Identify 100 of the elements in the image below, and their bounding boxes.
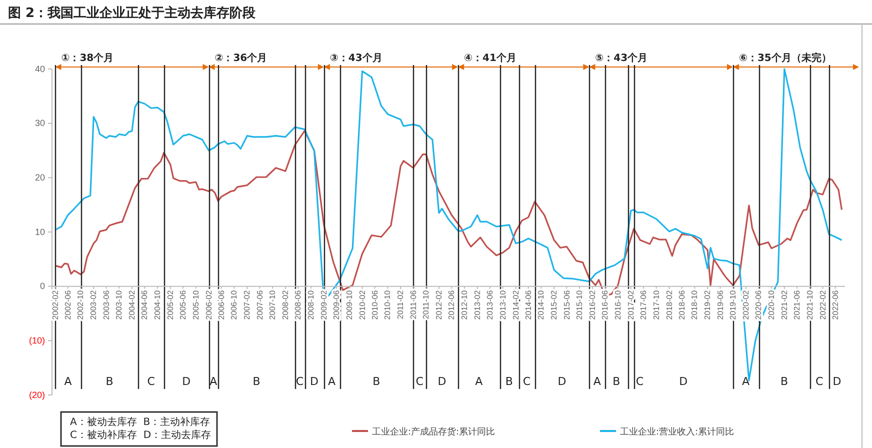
x-tick-label: 2008-06 (294, 290, 303, 320)
annotation: B (505, 375, 513, 388)
x-tick-label: 2003-02 (89, 290, 98, 320)
annotation: A (328, 375, 336, 388)
y-tick-label: (10) (28, 336, 45, 346)
x-tick-label: 2009-02 (319, 290, 328, 320)
x-tick-label: 2007-10 (268, 290, 278, 320)
x-tick-label: 2020-10 (767, 290, 776, 320)
annotation: A (593, 375, 602, 388)
x-tick-label: 2010-02 (358, 290, 367, 320)
x-tick-label: 2022-02 (818, 290, 828, 320)
annotation: A (64, 375, 72, 388)
y-tick-label: 30 (34, 118, 45, 128)
x-tick-label: 2013-06 (486, 290, 495, 320)
annotation: D (310, 375, 318, 388)
x-tick-label: 2016-06 (600, 290, 610, 320)
x-tick-label: 2006-02 (204, 290, 214, 320)
x-tick-label: 2013-02 (472, 290, 482, 320)
text: C：被动补库存 D：主动去库存 (70, 429, 212, 441)
x-tick-label: 2020-06 (754, 290, 764, 320)
x-tick-label: 2011-06 (408, 290, 418, 320)
x-tick-label: 2016-10 (614, 290, 623, 320)
legend-label: 工业企业:产成品存货:累计同比 (372, 426, 496, 438)
x-tick-label: 2008-02 (281, 290, 290, 320)
annotation: C (636, 375, 644, 388)
x-tick-label: 2002-02 (50, 290, 60, 320)
x-tick-label: 2020-02 (741, 290, 750, 320)
annotation: D (182, 375, 191, 388)
annotation: D (558, 375, 566, 388)
annotation: B (780, 375, 788, 388)
x-tick-label: 2008-10 (306, 290, 316, 320)
y-tick-label: 0 (40, 281, 45, 292)
x-tick-label: 2004-10 (153, 290, 162, 320)
x-tick-label: 2011-02 (396, 290, 406, 320)
ref-line-label: ③：43个月 (330, 52, 382, 64)
annotation: D (679, 375, 688, 388)
annotation: C (816, 375, 824, 388)
x-tick-label: 2007-02 (242, 290, 252, 320)
y-tick-label: (20) (28, 390, 45, 400)
ref-line-label: ⑥：35个月（未完） (739, 52, 832, 64)
x-tick-label: 2012-02 (434, 290, 444, 320)
x-tick-label: 2017-10 (652, 290, 661, 320)
annotation: B (612, 375, 620, 388)
ref-line-label: ⑤：43个月 (595, 52, 648, 64)
y-tick-label: 40 (34, 64, 45, 74)
legend-label: 工业企业:营业收入:累计同比 (620, 426, 734, 438)
annotation: D (438, 375, 446, 388)
x-tick-label: 2015-10 (575, 290, 584, 320)
x-tick-label: 2005-10 (191, 290, 200, 320)
x-tick-label: 2014-02 (511, 290, 520, 320)
y-tick-label: 10 (34, 226, 45, 237)
x-tick-label: 2018-02 (664, 290, 674, 320)
x-tick-label: 2019-02 (703, 290, 712, 320)
text: A：被动去库存 B：主动补库存 (70, 416, 210, 428)
x-tick-label: 2017-02 (626, 290, 636, 320)
x-tick-label: 2003-10 (114, 290, 124, 320)
y-tick-label: 20 (34, 172, 45, 183)
x-tick-label: 2019-06 (716, 290, 725, 320)
x-tick-label: 2005-06 (178, 290, 188, 320)
annotation: A (742, 375, 750, 388)
x-tick-label: 2010-10 (383, 290, 392, 320)
x-tick-label: 2015-06 (562, 290, 572, 320)
x-tick-label: 2005-02 (166, 290, 175, 320)
x-tick-label: 2006-10 (230, 290, 239, 320)
x-tick-label: 2022-06 (830, 290, 840, 320)
x-tick-label: 2010-06 (370, 290, 380, 320)
x-tick-label: 2018-10 (690, 290, 700, 320)
annotation: C (522, 375, 531, 388)
x-tick-label: 2002-10 (76, 290, 86, 320)
annotation: A (475, 375, 484, 388)
ref-line-label: ②：36个月 (214, 52, 268, 64)
x-tick-label: 2015-02 (550, 290, 559, 320)
annotation: C (416, 375, 424, 388)
x-tick-label: 2021-02 (780, 290, 789, 320)
x-tick-label: 2006-06 (216, 290, 226, 320)
ref-line-label: ④：41个月 (464, 52, 516, 64)
annotation: B (372, 375, 380, 388)
x-tick-label: 2012-06 (447, 290, 456, 320)
x-tick-label: 2003-06 (102, 290, 111, 320)
annotation: B (252, 375, 260, 388)
x-tick-label: 2018-06 (677, 290, 686, 320)
x-tick-label: 2002-06 (63, 290, 72, 320)
x-tick-label: 2004-06 (140, 290, 150, 320)
annotation: A (210, 375, 218, 388)
x-tick-label: 2016-02 (588, 290, 597, 320)
x-tick-label: 2009-06 (332, 290, 342, 320)
x-tick-label: 2021-06 (792, 290, 802, 320)
x-tick-label: 2009-10 (344, 290, 354, 320)
ref-line-label: ①：38个月 (61, 52, 114, 64)
x-tick-label: 2017-06 (639, 290, 648, 320)
chart-title: 图 2：我国工业企业正处于主动去库存阶段 (8, 5, 257, 21)
x-tick-label: 2012-10 (460, 290, 470, 320)
x-tick-label: 2014-10 (536, 290, 546, 320)
x-tick-label: 2013-10 (498, 290, 508, 320)
x-tick-label: 2007-06 (255, 290, 264, 320)
x-tick-label: 2021-10 (805, 290, 814, 320)
x-tick-label: 2011-10 (422, 290, 431, 320)
annotation: C (296, 375, 304, 388)
x-tick-label: 2004-02 (128, 290, 137, 320)
x-tick-label: 2019-10 (728, 290, 738, 320)
